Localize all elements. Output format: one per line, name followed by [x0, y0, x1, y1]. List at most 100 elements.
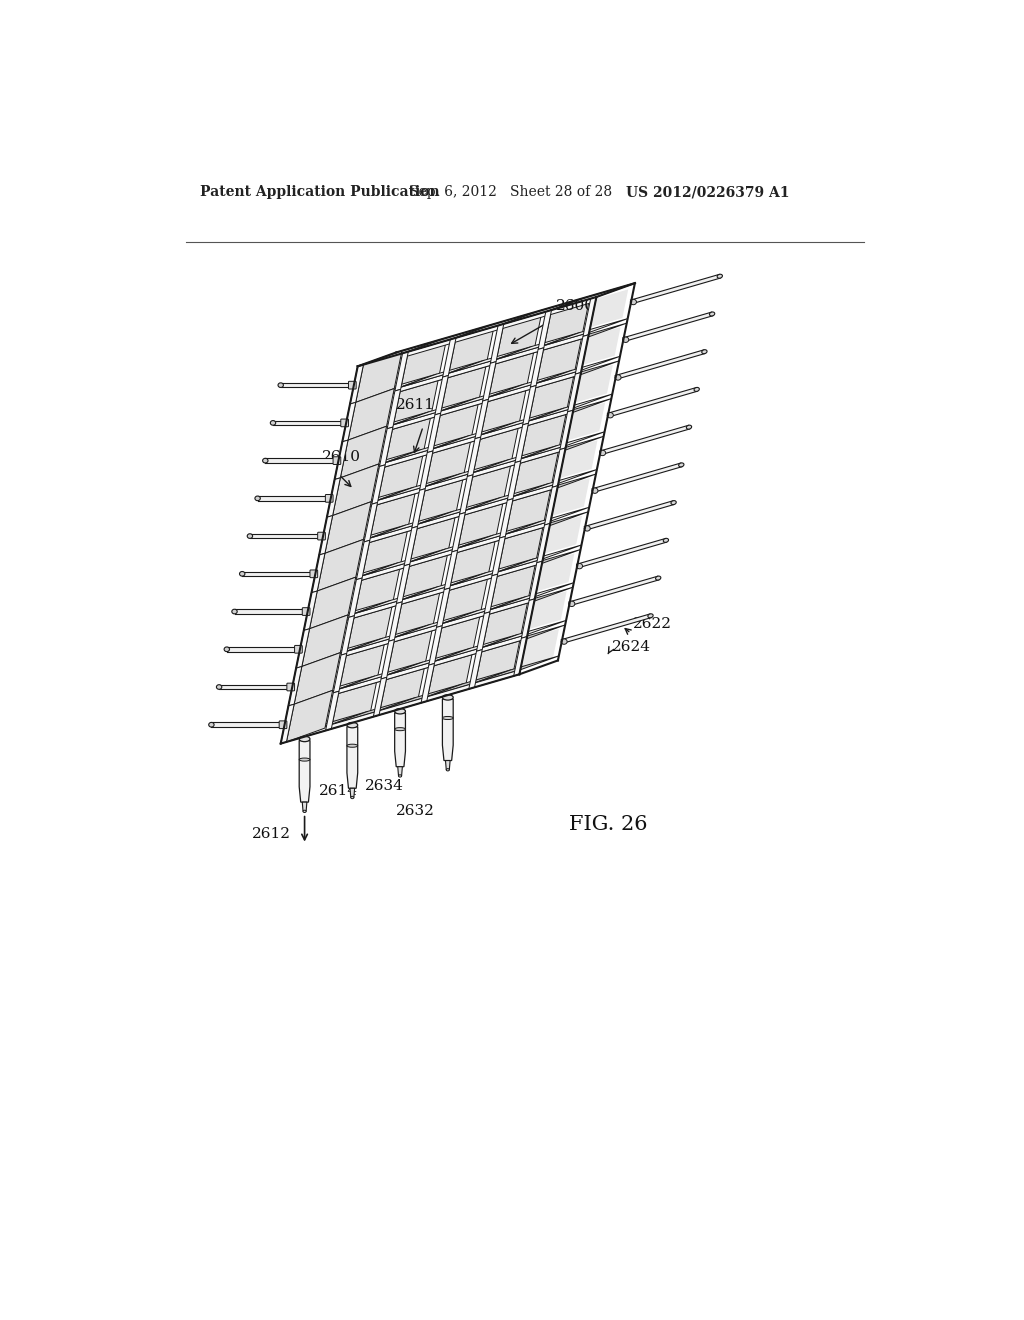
- Polygon shape: [365, 503, 378, 543]
- Polygon shape: [523, 379, 565, 418]
- Ellipse shape: [299, 737, 310, 742]
- Polygon shape: [402, 550, 449, 602]
- Polygon shape: [296, 628, 309, 668]
- Polygon shape: [493, 529, 535, 569]
- Ellipse shape: [216, 685, 222, 689]
- Polygon shape: [334, 454, 421, 482]
- Polygon shape: [226, 647, 300, 652]
- Polygon shape: [352, 586, 438, 614]
- Polygon shape: [398, 577, 485, 605]
- Ellipse shape: [347, 744, 357, 747]
- Polygon shape: [394, 713, 406, 767]
- Polygon shape: [333, 463, 379, 516]
- Polygon shape: [467, 437, 480, 477]
- Ellipse shape: [398, 775, 401, 777]
- Polygon shape: [500, 312, 549, 329]
- Polygon shape: [431, 648, 480, 667]
- Polygon shape: [522, 385, 537, 425]
- Polygon shape: [407, 540, 493, 568]
- Polygon shape: [486, 597, 536, 615]
- Polygon shape: [356, 540, 370, 579]
- Ellipse shape: [679, 463, 684, 467]
- Polygon shape: [303, 614, 352, 632]
- Polygon shape: [439, 610, 487, 628]
- Polygon shape: [296, 643, 382, 671]
- Polygon shape: [420, 444, 462, 483]
- Ellipse shape: [607, 413, 613, 418]
- Polygon shape: [468, 430, 510, 470]
- Polygon shape: [351, 601, 399, 619]
- Polygon shape: [435, 375, 449, 414]
- Polygon shape: [367, 525, 415, 544]
- Polygon shape: [482, 598, 528, 649]
- Ellipse shape: [568, 601, 574, 607]
- Polygon shape: [500, 499, 513, 539]
- Polygon shape: [532, 553, 574, 593]
- Polygon shape: [404, 339, 454, 356]
- Polygon shape: [424, 684, 473, 702]
- Polygon shape: [460, 469, 502, 507]
- Polygon shape: [332, 677, 378, 729]
- Polygon shape: [607, 388, 697, 417]
- Polygon shape: [526, 395, 612, 422]
- Polygon shape: [442, 574, 488, 626]
- Ellipse shape: [270, 421, 275, 425]
- Polygon shape: [493, 337, 579, 364]
- Polygon shape: [329, 711, 377, 730]
- Text: 2624: 2624: [611, 640, 651, 655]
- Polygon shape: [430, 426, 516, 454]
- Polygon shape: [539, 304, 581, 342]
- Ellipse shape: [446, 768, 450, 771]
- Polygon shape: [384, 648, 471, 676]
- Polygon shape: [542, 318, 628, 346]
- Polygon shape: [548, 297, 596, 315]
- Polygon shape: [399, 573, 486, 601]
- Polygon shape: [570, 364, 612, 404]
- Polygon shape: [318, 529, 404, 557]
- Polygon shape: [475, 392, 517, 432]
- Polygon shape: [348, 388, 394, 440]
- Polygon shape: [372, 465, 385, 504]
- Polygon shape: [343, 412, 429, 440]
- Polygon shape: [631, 275, 720, 304]
- FancyBboxPatch shape: [310, 570, 317, 578]
- Polygon shape: [484, 574, 498, 614]
- Polygon shape: [425, 437, 471, 488]
- Polygon shape: [327, 478, 340, 517]
- Polygon shape: [529, 561, 543, 601]
- Polygon shape: [391, 615, 477, 643]
- Polygon shape: [392, 610, 478, 638]
- Polygon shape: [496, 545, 582, 573]
- Polygon shape: [453, 506, 495, 545]
- Polygon shape: [397, 767, 402, 776]
- Polygon shape: [299, 741, 310, 803]
- Polygon shape: [365, 496, 407, 535]
- Polygon shape: [347, 726, 357, 788]
- Polygon shape: [374, 671, 416, 710]
- Polygon shape: [583, 297, 596, 337]
- Polygon shape: [327, 502, 375, 520]
- Polygon shape: [359, 549, 446, 577]
- Polygon shape: [585, 500, 674, 531]
- Polygon shape: [544, 296, 590, 347]
- Polygon shape: [410, 512, 456, 564]
- Polygon shape: [309, 577, 355, 628]
- Polygon shape: [350, 364, 364, 404]
- Ellipse shape: [648, 614, 653, 618]
- Polygon shape: [447, 558, 534, 586]
- Polygon shape: [326, 684, 368, 723]
- Polygon shape: [431, 639, 517, 667]
- Polygon shape: [480, 620, 566, 648]
- Polygon shape: [446, 573, 496, 591]
- Text: Sep. 6, 2012   Sheet 28 of 28: Sep. 6, 2012 Sheet 28 of 28: [410, 185, 612, 199]
- Polygon shape: [488, 347, 535, 400]
- Polygon shape: [341, 609, 383, 648]
- Polygon shape: [297, 638, 383, 665]
- Polygon shape: [517, 628, 559, 668]
- Ellipse shape: [442, 717, 454, 719]
- Ellipse shape: [584, 525, 590, 531]
- Polygon shape: [490, 317, 532, 356]
- FancyBboxPatch shape: [348, 381, 356, 389]
- Polygon shape: [442, 338, 456, 378]
- Polygon shape: [470, 450, 556, 478]
